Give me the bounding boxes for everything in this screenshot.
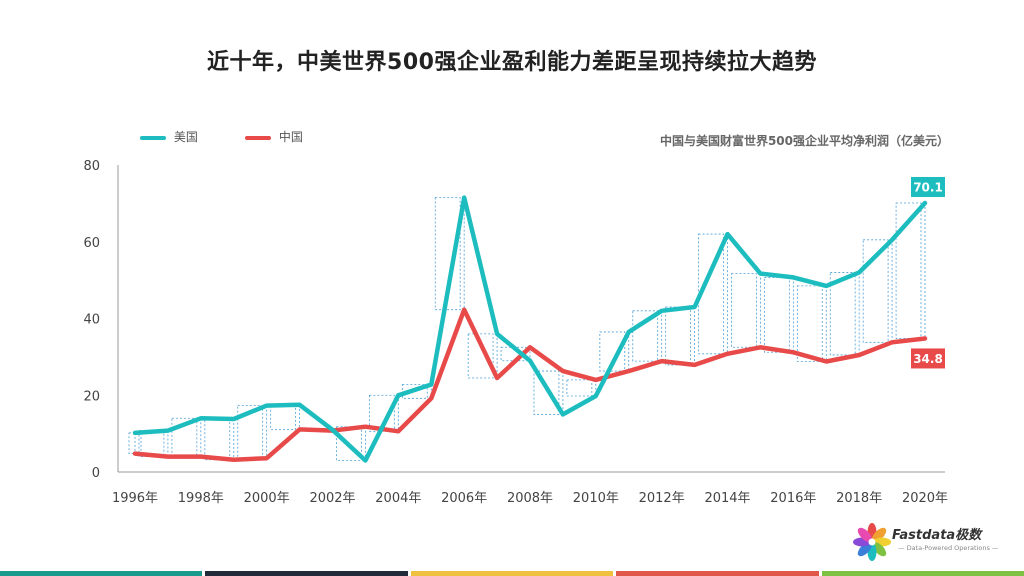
gap-box <box>796 285 823 362</box>
flower-logo-icon <box>853 523 891 561</box>
bottom-bar-segment <box>205 571 408 576</box>
x-tick-label: 2010年 <box>573 491 619 506</box>
y-tick-label: 60 <box>83 236 100 251</box>
x-tick-label: 2008年 <box>507 491 553 506</box>
x-tick-label: 2004年 <box>375 491 421 506</box>
end-label-china-box <box>911 348 945 369</box>
logo-tagline: — Data-Powered Operations — <box>898 544 999 552</box>
gap-box <box>204 418 231 461</box>
x-tick-label: 2020年 <box>902 491 948 506</box>
x-tick-label: 2012年 <box>639 491 685 506</box>
x-tick-label: 2002年 <box>309 491 355 506</box>
gap-box <box>270 404 296 430</box>
legend-label-china: 中国 <box>278 130 303 144</box>
gap-box <box>434 197 461 311</box>
logo-name: Fastdata极数 <box>892 528 982 543</box>
gap-box <box>665 306 691 366</box>
chart-subtitle: 中国与美国财富世界500强企业平均净利润（亿美元） <box>659 134 949 148</box>
end-label-usa: 70.1 <box>913 180 943 194</box>
legend-item-china: 中国 <box>245 128 303 145</box>
bottom-bar-segment <box>0 571 203 576</box>
legend-item-usa: 美国 <box>140 128 198 145</box>
y-tick-label: 0 <box>92 466 100 481</box>
gap-box <box>829 272 856 356</box>
x-tick-label: 2016年 <box>770 491 816 506</box>
gap-box <box>599 331 626 372</box>
gap-box <box>731 273 757 348</box>
x-tick-label: 2018年 <box>836 491 882 506</box>
legend-swatch-china <box>245 135 271 140</box>
x-tick-label: 2006年 <box>441 491 487 506</box>
fastdata-logo: Fastdata极数 — Data-Powered Operations — <box>852 522 1012 566</box>
series-line-china <box>132 307 928 462</box>
bottom-bar-segment <box>616 571 819 576</box>
x-tick-label: 1998年 <box>178 491 224 506</box>
gap-box <box>566 379 593 397</box>
series-line-usa <box>132 195 928 463</box>
chart-title: 近十年，中美世界500强企业盈利能力差距呈现持续拉大趋势 <box>207 50 817 75</box>
bottom-bar-segment <box>821 571 1024 576</box>
gap-box <box>533 370 560 415</box>
gap-box <box>401 384 428 399</box>
x-tick-label: 2000年 <box>244 491 290 506</box>
gap-box <box>764 277 790 353</box>
gap-box <box>862 239 889 343</box>
gap-box <box>632 310 659 362</box>
end-label-usa-box <box>911 176 945 197</box>
legend-swatch-usa <box>140 135 166 140</box>
gap-box <box>467 333 494 379</box>
end-label-china: 34.8 <box>913 352 943 366</box>
y-tick-label: 40 <box>83 313 100 328</box>
y-tick-label: 80 <box>83 159 100 174</box>
x-tick-label: 2014年 <box>704 491 750 506</box>
y-tick-label: 20 <box>83 389 100 404</box>
gap-box <box>171 417 198 458</box>
legend-label-usa: 美国 <box>173 130 198 144</box>
bottom-bar-segment <box>410 571 614 576</box>
x-tick-label: 1996年 <box>112 491 158 506</box>
bottom-color-bar <box>0 571 1024 576</box>
